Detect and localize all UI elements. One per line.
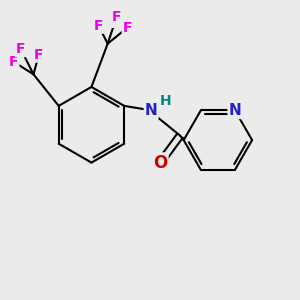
- Text: H: H: [160, 94, 172, 108]
- Text: O: O: [153, 154, 167, 172]
- Text: N: N: [145, 103, 158, 118]
- Text: F: F: [9, 55, 18, 69]
- Text: F: F: [94, 19, 104, 33]
- Text: F: F: [123, 20, 132, 34]
- Text: F: F: [34, 47, 44, 61]
- Text: F: F: [16, 42, 26, 56]
- Text: N: N: [229, 103, 242, 118]
- Text: F: F: [112, 10, 122, 24]
